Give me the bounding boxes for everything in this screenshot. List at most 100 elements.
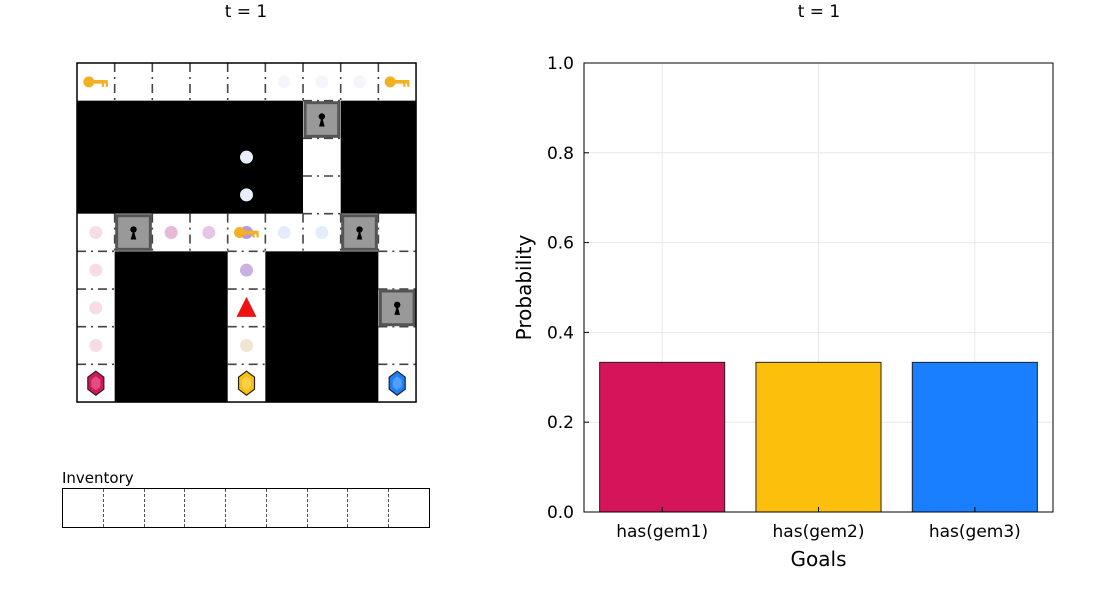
inventory-slot: [185, 489, 227, 527]
x-tick-label: has(gem1): [616, 522, 708, 542]
wall-cell: [114, 138, 153, 177]
wall-cell: [114, 251, 153, 290]
wall-cell: [265, 138, 304, 177]
y-tick-label: 0.6: [547, 234, 574, 254]
trail-dot: [240, 150, 254, 164]
wall-cell: [340, 289, 379, 328]
wall-cell: [265, 251, 304, 290]
floor-cell: [303, 138, 342, 177]
y-tick-label: 0.0: [547, 503, 574, 523]
trail-dot: [89, 339, 103, 353]
x-tick-label: has(gem2): [773, 522, 865, 542]
wall-cell: [227, 100, 266, 139]
y-axis-label: Probability: [512, 234, 536, 340]
key-icon: [234, 227, 259, 239]
wall-cell: [152, 326, 191, 365]
floor-cell: [378, 251, 417, 290]
wall-cell: [340, 100, 379, 139]
wall-cell: [303, 364, 342, 403]
trail-dot: [89, 226, 103, 240]
wall-cell: [303, 251, 342, 290]
wall-cell: [378, 138, 417, 177]
trail-dot: [240, 263, 254, 277]
y-tick-label: 0.8: [547, 144, 574, 164]
locked-door-icon: [115, 214, 152, 251]
trail-dot: [277, 75, 291, 89]
grid-title: t = 1: [224, 2, 268, 22]
inventory-slot: [104, 489, 145, 527]
inventory-bar: [62, 488, 430, 528]
floor-cell: [303, 176, 342, 215]
key-icon: [384, 76, 410, 88]
wall-cell: [114, 364, 153, 403]
wall-cell: [152, 251, 191, 290]
wall-cell: [340, 251, 379, 290]
floor-cell: [190, 63, 229, 102]
bar-has(gem3): [911, 361, 1038, 513]
wall-cell: [77, 176, 116, 215]
wall-cell: [114, 289, 153, 328]
wall-cell: [265, 326, 304, 365]
trail-dot: [89, 263, 103, 277]
wall-cell: [190, 138, 229, 177]
gem-icon: [237, 370, 256, 396]
wall-cell: [152, 138, 191, 177]
wall-cell: [190, 251, 229, 290]
wall-cell: [114, 326, 153, 365]
trail-dot: [89, 301, 103, 315]
wall-cell: [190, 176, 229, 215]
wall-cell: [114, 100, 153, 139]
trail-dot: [315, 226, 329, 240]
wall-cell: [340, 364, 379, 403]
wall-cell: [265, 289, 304, 328]
floor-cell: [114, 63, 153, 102]
gem-icon: [388, 370, 406, 396]
wall-cell: [152, 364, 191, 403]
wall-cell: [190, 289, 229, 328]
inventory-slot: [308, 489, 349, 527]
y-tick-label: 0.4: [547, 323, 574, 343]
wall-cell: [77, 138, 116, 177]
floor-cell: [378, 326, 417, 365]
y-tick-label: 1.0: [547, 54, 574, 74]
wall-cell: [378, 100, 417, 139]
inventory-slot: [226, 489, 267, 527]
board-border: [76, 62, 417, 403]
x-tick-label: has(gem3): [929, 522, 1021, 542]
wall-cell: [152, 176, 191, 215]
wall-cell: [265, 100, 304, 139]
trail-dot: [277, 226, 291, 240]
triangle-agent-icon: [236, 296, 257, 317]
inventory-slot: [63, 489, 104, 527]
chart-title: t = 1: [797, 2, 841, 22]
key-icon: [83, 76, 109, 88]
inventory-slot: [145, 489, 186, 527]
wall-cell: [265, 364, 304, 403]
trail-dot: [240, 188, 254, 202]
x-axis-label: Goals: [791, 547, 847, 571]
wall-cell: [152, 100, 191, 139]
locked-door-icon: [303, 101, 341, 138]
wall-cell: [303, 326, 342, 365]
trail-dot: [315, 75, 329, 89]
wall-cell: [265, 176, 304, 215]
inventory-slot: [348, 489, 390, 527]
y-tick-label: 0.2: [547, 413, 574, 433]
wall-cell: [303, 289, 342, 328]
wall-cell: [340, 138, 379, 177]
trail-dot: [353, 75, 367, 89]
inventory-label: Inventory: [62, 469, 134, 487]
bar-has(gem1): [599, 361, 726, 513]
locked-door-icon: [378, 289, 416, 327]
wall-cell: [190, 364, 229, 403]
wall-cell: [190, 100, 229, 139]
floor-cell: [227, 63, 266, 102]
wall-cell: [152, 289, 191, 328]
trail-dot: [202, 226, 216, 240]
wall-cell: [340, 326, 379, 365]
inventory-slot: [267, 489, 308, 527]
gem-icon: [87, 370, 105, 396]
wall-cell: [190, 326, 229, 365]
wall-cell: [77, 100, 116, 139]
